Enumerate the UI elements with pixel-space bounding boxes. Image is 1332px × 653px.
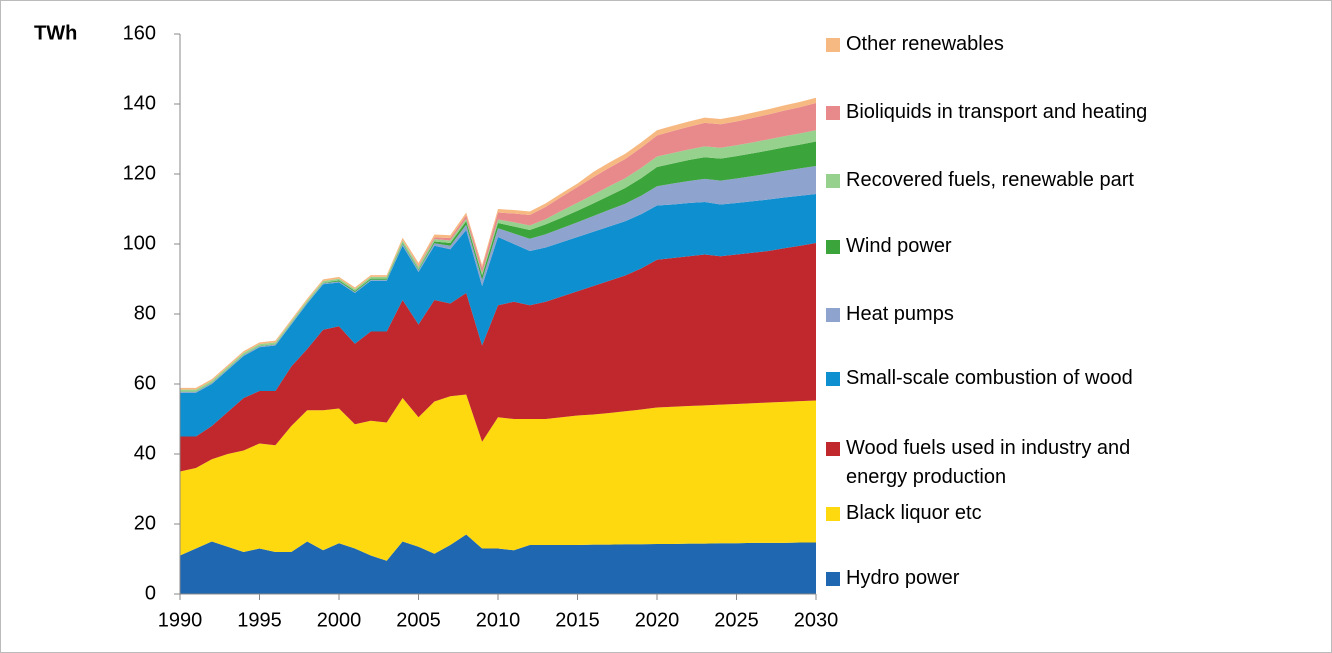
y-tick-label: 160	[123, 22, 156, 44]
legend-label: Wind power	[846, 235, 952, 257]
x-tick-label: 2025	[714, 609, 759, 631]
legend-swatch	[826, 174, 840, 188]
legend-label: Other renewables	[846, 33, 1004, 55]
area	[180, 242, 816, 472]
x-tick-label: 2020	[635, 609, 680, 631]
legend-swatch	[826, 372, 840, 386]
area	[180, 102, 816, 390]
legend-item: Hydro power	[826, 564, 1306, 593]
x-tick-label: 1990	[158, 609, 203, 631]
legend-swatch	[826, 106, 840, 120]
y-tick-label: 20	[134, 512, 156, 534]
legend-label: Heat pumps	[846, 303, 954, 325]
legend-label: Wood fuels used in industry and energy p…	[846, 437, 1131, 488]
legend-swatch	[826, 442, 840, 456]
legend-item: Other renewables	[826, 30, 1306, 59]
y-tick-label: 60	[134, 372, 156, 394]
y-tick-label: 120	[123, 162, 156, 184]
y-tick-label: 140	[123, 92, 156, 114]
legend-label: Black liquor etc	[846, 502, 982, 524]
y-tick-label: 80	[134, 302, 156, 324]
legend-swatch	[826, 507, 840, 521]
legend-item: Black liquor etc	[826, 499, 1306, 528]
y-tick-label: 100	[123, 232, 156, 254]
area	[180, 193, 816, 437]
legend-label: Small-scale combustion of wood	[846, 367, 1133, 389]
legend-swatch	[826, 38, 840, 52]
legend-item: Small-scale combustion of wood	[826, 364, 1306, 393]
area	[180, 165, 816, 393]
legend-item: Wind power	[826, 232, 1306, 261]
x-tick-label: 2010	[476, 609, 521, 631]
area	[180, 534, 816, 594]
x-tick-label: 2030	[794, 609, 839, 631]
legend-item: Wood fuels used in industry and energy p…	[826, 434, 1306, 492]
legend-swatch	[826, 308, 840, 322]
y-axis-label: TWh	[34, 22, 77, 44]
legend-item: Recovered fuels, renewable part	[826, 166, 1306, 195]
x-tick-label: 2005	[396, 609, 441, 631]
x-tick-label: 2000	[317, 609, 362, 631]
x-tick-label: 1995	[237, 609, 282, 631]
area	[180, 394, 816, 561]
legend-label: Bioliquids in transport and heating	[846, 101, 1148, 123]
legend-item: Bioliquids in transport and heating	[826, 98, 1306, 127]
legend-label: Recovered fuels, renewable part	[846, 169, 1134, 191]
legend-swatch	[826, 572, 840, 586]
y-tick-label: 40	[134, 442, 156, 464]
legend-label: Hydro power	[846, 567, 960, 589]
area	[180, 141, 816, 392]
x-tick-label: 2015	[555, 609, 600, 631]
legend-item: Heat pumps	[826, 300, 1306, 329]
y-tick-label: 0	[145, 582, 156, 604]
legend-swatch	[826, 240, 840, 254]
